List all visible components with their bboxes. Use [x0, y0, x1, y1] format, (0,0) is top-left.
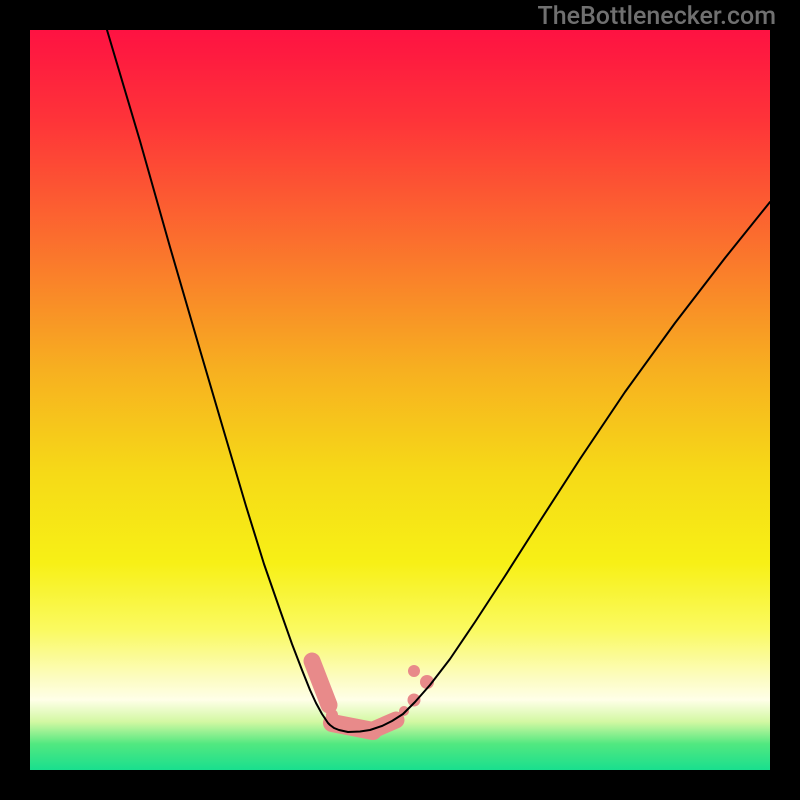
plot-svg: [30, 30, 770, 770]
data-blob: [408, 665, 420, 677]
chart-frame: TheBottlenecker.com: [0, 0, 800, 800]
data-blob: [408, 694, 421, 707]
plot-area: [30, 30, 770, 770]
watermark-text: TheBottlenecker.com: [537, 2, 776, 31]
